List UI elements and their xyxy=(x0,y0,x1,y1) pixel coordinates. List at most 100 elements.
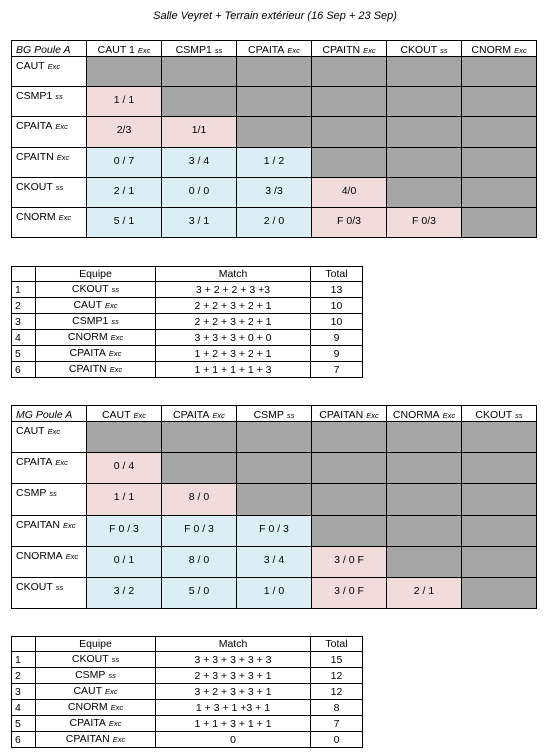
match: 3 + 3 + 3 + 3 + 3 xyxy=(155,651,311,668)
score-cell xyxy=(311,452,387,485)
score-cell xyxy=(386,116,462,148)
team-name: CNORMA xyxy=(16,549,63,562)
team-tag: Exc xyxy=(58,212,72,222)
ranking-row: 1 CKOUT ss 3 + 2 + 2 + 3 +3 13 xyxy=(11,281,363,298)
team-name: CAUT xyxy=(73,685,103,697)
rank-header xyxy=(11,266,36,282)
score-cell xyxy=(236,452,312,485)
row-header: CNORM Exc xyxy=(11,206,87,239)
column-header: Equipe xyxy=(35,636,156,652)
score-cell xyxy=(311,116,387,148)
team-tag: Exc xyxy=(55,458,68,468)
team-name: CPAITA xyxy=(16,120,53,133)
score-cell: 2 / 0 xyxy=(236,206,312,239)
column-header: Match xyxy=(155,266,311,282)
column-header: CPAITN Exc xyxy=(311,40,387,57)
match: 3 + 2 + 3 + 3 + 1 xyxy=(155,683,311,700)
rank: 1 xyxy=(11,281,36,298)
total: 7 xyxy=(310,361,363,378)
team-tag: ss xyxy=(108,671,116,680)
score-cell xyxy=(461,576,537,610)
grid-corner: BG Poule A xyxy=(11,40,87,57)
score-cell xyxy=(461,420,537,454)
row-header: CNORMA Exc xyxy=(11,545,87,578)
score-cell: F 0 / 3 xyxy=(236,514,312,547)
rank: 3 xyxy=(11,313,36,330)
team-name: CAUT xyxy=(101,409,131,421)
rank: 2 xyxy=(11,667,36,684)
column-header: Equipe xyxy=(35,266,156,282)
team-tag: Exc xyxy=(133,411,147,420)
rank: 5 xyxy=(11,715,36,732)
team-tag: ss xyxy=(55,582,64,592)
score-cell xyxy=(461,206,537,239)
team-tag: ss xyxy=(55,92,63,102)
score-cell: 3 / 1 xyxy=(161,206,237,239)
team: CNORM Exc xyxy=(35,699,156,716)
team-tag: Exc xyxy=(105,687,118,696)
team: CKOUT ss xyxy=(35,651,156,668)
score-cell: 5 / 0 xyxy=(161,576,237,610)
row-header: CAUT Exc xyxy=(11,55,87,88)
column-header: CKOUT ss xyxy=(386,40,462,57)
team-name: CPAITA xyxy=(16,456,53,469)
team-tag: Exc xyxy=(62,520,76,530)
team-name: CPAITN xyxy=(68,363,107,375)
score-cell: 3 / 0 F xyxy=(311,576,387,610)
rank: 3 xyxy=(11,683,36,700)
row-header: CSMP ss xyxy=(11,483,87,516)
total: 10 xyxy=(310,297,363,314)
team-name: CAUT xyxy=(16,425,45,437)
score-cell xyxy=(461,176,537,208)
team: CPAITN Exc xyxy=(35,361,156,378)
team-tag: Exc xyxy=(287,46,300,55)
row-header: CPAITA Exc xyxy=(11,452,87,485)
rank: 6 xyxy=(11,731,36,748)
score-cell: 1 / 1 xyxy=(86,483,162,516)
row-header: CAUT Exc xyxy=(11,420,87,454)
rank: 5 xyxy=(11,345,36,362)
team-tag: Exc xyxy=(442,411,456,420)
score-cell xyxy=(461,452,537,485)
team: CNORM Exc xyxy=(35,329,156,346)
total: 13 xyxy=(310,281,363,298)
grid-row: CSMP1 ss 1 / 1 xyxy=(11,86,537,118)
column-header: CPAITA Exc xyxy=(236,40,312,57)
team-name: CNORM xyxy=(67,331,108,343)
total: 12 xyxy=(310,683,363,700)
team-tag: Exc xyxy=(366,411,379,420)
grid-row: CPAITA Exc 0 / 4 xyxy=(11,452,537,485)
ranking-header: Equipe Match Total xyxy=(11,266,363,282)
score-cell xyxy=(236,116,312,148)
score-cell: 2 / 1 xyxy=(86,176,162,208)
match: 1 + 3 + 1 +3 + 1 xyxy=(155,699,311,716)
team-tag: ss xyxy=(111,655,120,664)
rank: 4 xyxy=(11,699,36,716)
score-cell: 3 /3 xyxy=(236,176,312,208)
score-cell xyxy=(236,420,312,454)
team-tag: Exc xyxy=(363,46,376,55)
total: 15 xyxy=(310,651,363,668)
column-header: CAUT Exc xyxy=(86,405,162,422)
team-name: CSMP1 xyxy=(175,44,212,56)
score-cell: F 0 / 3 xyxy=(161,514,237,547)
score-cell: 1 / 0 xyxy=(236,576,312,610)
page-title: Salle Veyret + Terrain extérieur (16 Sep… xyxy=(153,10,397,22)
total: 9 xyxy=(310,345,363,362)
team: CSMP ss xyxy=(35,667,156,684)
score-cell xyxy=(386,514,462,547)
column-header: CPAITAN Exc xyxy=(311,405,387,422)
ranking-header: Equipe Match Total xyxy=(11,636,363,652)
team-tag: Exc xyxy=(105,301,118,310)
column-header: CPAITA Exc xyxy=(161,405,237,422)
team-name: CSMP1 xyxy=(16,90,53,103)
team-tag: Exc xyxy=(110,703,124,712)
score-cell: 1/1 xyxy=(161,116,237,148)
score-cell: 0 / 1 xyxy=(86,545,162,578)
team-name: CPAITAN xyxy=(319,409,364,421)
team-tag: Exc xyxy=(65,551,79,561)
score-cell xyxy=(311,146,387,178)
header-row: BG Poule A CAUT 1 Exc CSMP1 ss CPAITA Exc CPAIT… xyxy=(11,40,537,57)
